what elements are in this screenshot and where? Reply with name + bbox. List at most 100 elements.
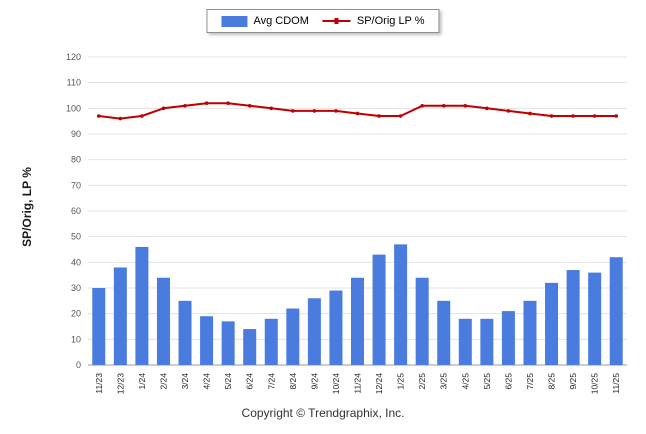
bar-avg-cdom [307,298,321,365]
line-marker [204,101,209,105]
x-tick-label: 4/24 [202,373,212,390]
y-tick-label: 90 [71,129,81,139]
line-marker [269,106,274,111]
bar-avg-cdom [394,244,408,365]
bar-avg-cdom [523,300,537,365]
bar-avg-cdom [501,311,515,365]
line-marker [441,103,446,108]
x-tick-label: 7/24 [266,373,276,390]
line-marker [549,114,554,118]
bar-avg-cdom [415,277,429,365]
line-marker [398,114,403,118]
x-tick-label: 11/25 [611,373,621,394]
line-marker [140,114,144,118]
bar-avg-cdom [437,300,451,365]
bar-avg-cdom [178,300,192,365]
x-tick-label: 8/25 [547,373,557,390]
bar-avg-cdom [113,267,127,365]
line-sp-orig-lp [98,102,617,120]
x-tick-label: 7/25 [525,373,535,390]
bar-avg-cdom [372,254,386,365]
line-marker [355,111,360,116]
x-tick-label: 10/24 [331,373,341,395]
line-marker [377,114,381,118]
y-tick-label: 30 [71,283,81,293]
line-marker [614,114,619,118]
line-marker [463,103,468,108]
line-marker [506,109,511,113]
x-tick-label: 6/25 [503,373,513,390]
y-tick-label: 70 [71,180,81,190]
x-tick-label: 2/24 [158,373,168,390]
y-tick-label: 40 [71,257,81,267]
x-tick-label: 5/25 [482,373,492,390]
bar-avg-cdom [264,318,278,365]
bar-avg-cdom [458,318,472,365]
y-tick-label: 0 [76,360,81,370]
bar-avg-cdom [92,288,106,365]
line-marker [291,109,295,113]
line-marker [247,103,252,108]
x-tick-label: 1/25 [396,373,406,390]
line-marker [118,116,123,121]
legend-label-sp-orig: SP/Orig LP % [356,15,425,27]
legend-item-avg-cdom: Avg CDOM [221,15,309,27]
x-tick-label: 12/24 [374,373,384,395]
line-marker [334,109,338,113]
line-marker [420,103,424,108]
line-marker [571,114,575,118]
y-tick-label: 110 [67,78,81,88]
line-marker [312,109,317,113]
bar-avg-cdom [566,270,580,365]
bar-avg-cdom [221,321,235,365]
line-marker [96,114,101,118]
bar-avg-cdom [286,308,300,365]
line-marker [485,106,489,111]
bar-avg-cdom [545,282,559,365]
bar-avg-cdom [200,316,214,365]
x-tick-label: 8/24 [288,373,298,390]
bar-avg-cdom [609,257,623,365]
x-tick-label: 3/24 [180,373,190,390]
x-tick-label: 4/25 [460,373,470,390]
legend-label-avg-cdom: Avg CDOM [253,15,309,27]
y-tick-label: 100 [66,103,81,113]
x-tick-label: 1/24 [137,373,147,390]
x-tick-label: 9/24 [309,373,319,390]
line-marker [161,106,166,111]
y-tick-label: 10 [71,334,81,344]
y-tick-label: 120 [66,52,81,62]
sp-orig-line-swatch [322,16,351,27]
x-tick-label: 11/23 [94,373,104,394]
x-tick-label: 2/25 [417,373,427,390]
bar-avg-cdom [329,290,343,365]
y-tick-label: 20 [71,309,81,319]
legend: Avg CDOM SP/Orig LP % [206,9,440,33]
bar-avg-cdom [351,277,364,365]
bar-avg-cdom [243,329,257,365]
line-marker [592,114,597,118]
x-tick-label: 6/24 [245,373,255,390]
x-tick-label: 10/25 [590,373,600,395]
x-tick-label: 9/25 [568,373,578,390]
bar-avg-cdom [480,318,494,365]
y-axis-title: SP/Orig, LP % [20,167,34,247]
line-marker [528,111,532,116]
bar-avg-cdom [135,246,149,365]
line-marker [226,101,230,105]
x-tick-label: 5/24 [223,373,233,390]
x-tick-label: 3/25 [439,373,449,390]
bar-avg-cdom [588,272,602,365]
footer-copyright: Copyright © Trendgraphix, Inc. [241,406,405,420]
avg-cdom-bar-swatch [221,15,248,27]
y-tick-label: 60 [71,206,81,216]
legend-item-sp-orig: SP/Orig LP % [322,15,425,27]
bar-avg-cdom [156,277,170,365]
line-marker [183,103,187,108]
x-tick-label: 12/23 [115,373,125,395]
y-tick-label: 80 [71,155,81,165]
x-tick-label: 11/24 [353,373,363,394]
y-tick-label: 50 [71,232,81,242]
